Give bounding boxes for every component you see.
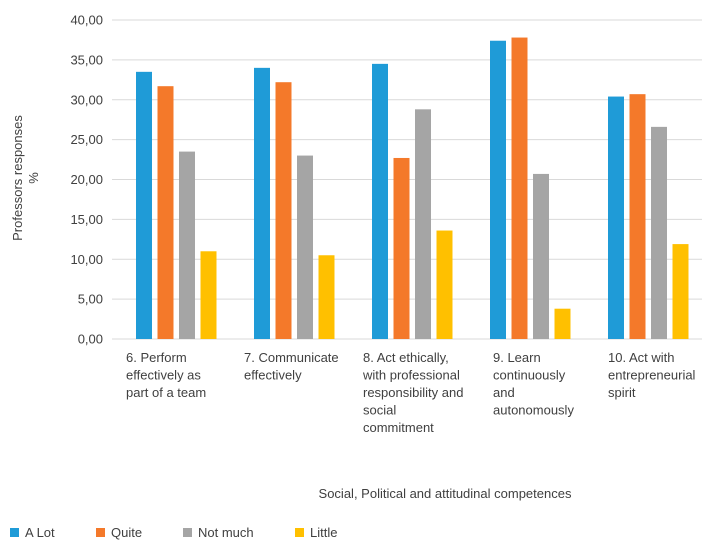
- bar-little: [672, 244, 689, 339]
- y-tick-label: 5,00: [78, 292, 103, 307]
- legend-label-little: Little: [310, 525, 337, 540]
- y-tick-label: 35,00: [70, 52, 103, 67]
- category-label: 6. Perform effectively as part of a team: [126, 350, 206, 400]
- y-tick-label: 0,00: [78, 332, 103, 347]
- bar-not-much: [533, 173, 549, 339]
- y-tick-label: 15,00: [70, 212, 103, 227]
- bar-quite: [275, 82, 292, 339]
- bar-quite: [511, 37, 528, 340]
- legend: A Lot Quite Not much Little: [10, 525, 337, 540]
- bar-quite: [629, 94, 646, 339]
- bar-little: [200, 251, 217, 339]
- bar-not-much: [297, 155, 313, 339]
- bar-not-much: [179, 151, 195, 339]
- bar-quite: [393, 157, 410, 339]
- legend-swatch-a-lot: [10, 528, 19, 537]
- x-axis-category-labels: 6. Perform effectively as part of a team 7.…: [126, 350, 696, 435]
- bar-a-lot: [372, 63, 388, 340]
- bar-little: [318, 255, 335, 339]
- category-label: 8. Act ethically, with professional respon…: [362, 350, 463, 435]
- y-tick-label: 10,00: [70, 252, 103, 267]
- bars: [136, 37, 689, 340]
- bar-a-lot: [136, 71, 152, 340]
- bar-not-much: [651, 126, 667, 340]
- y-axis-title: Professors responses%: [10, 115, 41, 241]
- legend-swatch-quite: [96, 528, 105, 537]
- bar-a-lot: [490, 40, 506, 340]
- y-tick-label: 40,00: [70, 13, 103, 28]
- legend-label-a-lot: A Lot: [25, 525, 55, 540]
- legend-swatch-not-much: [183, 528, 192, 537]
- y-tick-label: 30,00: [70, 92, 103, 107]
- category-label: 10. Act with entrepreneurial spirit: [608, 350, 696, 400]
- category-label: 7. Communicate effectively: [244, 350, 339, 383]
- bar-quite: [157, 86, 174, 339]
- x-axis-title: Social, Political and attitudinal compet…: [319, 486, 572, 501]
- legend-label-not-much: Not much: [198, 525, 254, 540]
- bar-little: [436, 230, 453, 339]
- legend-label-quite: Quite: [111, 525, 142, 540]
- legend-swatch-little: [295, 528, 304, 537]
- bar-little: [554, 308, 571, 339]
- category-label: 9. Learn continuously and autonomously: [493, 350, 574, 418]
- y-tick-label: 20,00: [70, 172, 103, 187]
- bar-not-much: [415, 109, 431, 339]
- bar-a-lot: [608, 96, 624, 339]
- y-axis-ticks: 0,00 5,00 10,00 15,00 20,00 25,00 30,00 35,00 40…: [70, 13, 103, 347]
- y-tick-label: 25,00: [70, 132, 103, 147]
- bar-a-lot: [254, 67, 270, 339]
